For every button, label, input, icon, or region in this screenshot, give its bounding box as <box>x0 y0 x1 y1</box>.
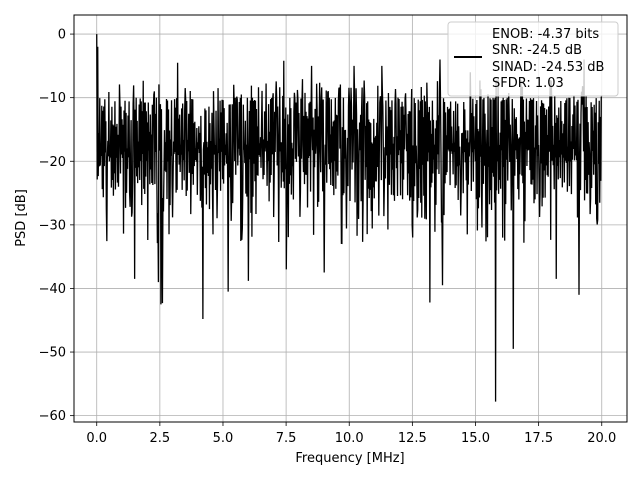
axes-frame <box>73 14 628 423</box>
legend-entry-sfdr: SFDR: 1.03 <box>492 76 564 91</box>
y-tick-label: −40 <box>39 282 66 297</box>
x-tick-label: 2.5 <box>150 431 171 446</box>
x-axis-label: Frequency [MHz] <box>295 451 404 466</box>
y-tick-label: −10 <box>39 91 66 106</box>
psd-series-line <box>96 34 603 402</box>
legend-entry-snr: SNR: -24.5 dB <box>492 43 582 58</box>
x-axis-ticks: 0.0 2.5 5.0 7.5 10.0 12.5 15.0 17.5 20.0 <box>86 422 616 446</box>
y-axis-ticks: 0 −10 −20 −30 −40 −50 −60 <box>39 28 74 424</box>
y-tick-label: −20 <box>39 155 66 170</box>
x-tick-label: 10.0 <box>335 431 364 446</box>
legend-entry-enob: ENOB: -4.37 bits <box>492 27 599 42</box>
legend-entry-sinad: SINAD: -24.53 dB <box>492 60 604 75</box>
x-tick-label: 17.5 <box>524 431 553 446</box>
y-tick-label: −60 <box>39 409 66 424</box>
plot-area <box>96 34 603 402</box>
legend-box <box>447 21 619 97</box>
x-tick-label: 20.0 <box>587 431 616 446</box>
y-axis-label: PSD [dB] <box>14 189 29 247</box>
y-tick-label: −50 <box>39 346 66 361</box>
y-tick-label: −30 <box>39 218 66 233</box>
legend: ENOB: -4.37 bits SNR: -24.5 dB SINAD: -2… <box>447 21 619 97</box>
y-tick-label: 0 <box>58 28 66 43</box>
x-tick-label: 15.0 <box>461 431 490 446</box>
x-tick-label: 5.0 <box>213 431 234 446</box>
x-tick-label: 12.5 <box>398 431 427 446</box>
x-tick-label: 7.5 <box>276 431 297 446</box>
x-tick-label: 0.0 <box>86 431 107 446</box>
